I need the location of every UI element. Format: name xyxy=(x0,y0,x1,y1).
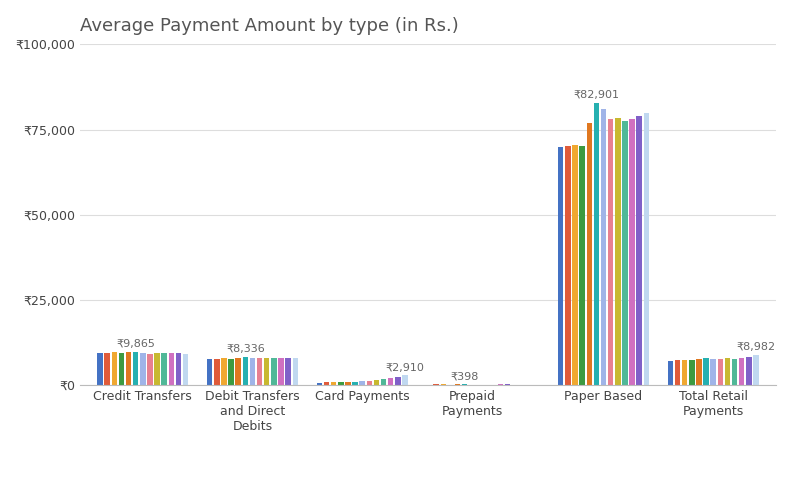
Bar xyxy=(345,382,350,385)
Bar xyxy=(257,358,262,385)
Bar xyxy=(169,353,174,385)
Bar xyxy=(622,121,628,385)
Bar xyxy=(739,358,745,385)
Bar xyxy=(455,384,460,385)
Bar xyxy=(317,382,322,385)
Text: ₹398: ₹398 xyxy=(450,371,479,381)
Bar xyxy=(242,357,248,385)
Bar xyxy=(352,381,358,385)
Bar xyxy=(293,358,298,385)
Bar xyxy=(668,361,673,385)
Bar xyxy=(374,380,379,385)
Text: ₹8,982: ₹8,982 xyxy=(737,342,775,352)
Bar xyxy=(176,353,181,385)
Bar xyxy=(689,360,694,385)
Bar xyxy=(579,146,585,385)
Bar xyxy=(630,120,634,385)
Bar xyxy=(207,360,213,385)
Bar xyxy=(250,358,255,385)
Bar xyxy=(395,377,401,385)
Bar xyxy=(754,355,758,385)
Text: ₹2,910: ₹2,910 xyxy=(386,363,425,372)
Bar xyxy=(286,358,291,385)
Bar xyxy=(278,358,284,385)
Bar xyxy=(682,360,687,385)
Bar xyxy=(133,352,138,385)
Bar xyxy=(214,359,219,385)
Bar xyxy=(366,380,372,385)
Bar xyxy=(228,359,234,385)
Bar xyxy=(746,357,751,385)
Bar xyxy=(608,120,614,385)
Bar xyxy=(441,384,446,385)
Bar xyxy=(402,375,408,385)
Bar xyxy=(643,113,649,385)
Bar xyxy=(565,146,570,385)
Bar xyxy=(490,384,496,385)
Bar xyxy=(264,358,270,385)
Bar xyxy=(637,116,642,385)
Bar xyxy=(140,353,146,385)
Bar xyxy=(558,147,563,385)
Bar xyxy=(462,384,467,385)
Bar xyxy=(388,378,394,385)
Bar xyxy=(381,379,386,385)
Bar xyxy=(271,358,277,385)
Bar xyxy=(675,360,680,385)
Bar xyxy=(732,359,738,385)
Bar xyxy=(111,352,117,385)
Bar xyxy=(696,359,702,385)
Bar xyxy=(154,353,160,385)
Bar xyxy=(359,381,365,385)
Bar xyxy=(594,103,599,385)
Bar xyxy=(222,358,226,385)
Bar xyxy=(601,109,606,385)
Bar xyxy=(703,358,709,385)
Bar xyxy=(118,353,124,385)
Bar xyxy=(98,353,102,385)
Bar xyxy=(434,384,439,385)
Bar xyxy=(512,384,518,385)
Bar xyxy=(710,360,716,385)
Bar xyxy=(718,359,723,385)
Bar xyxy=(615,118,621,385)
Bar xyxy=(725,358,730,385)
Bar xyxy=(126,352,131,385)
Bar xyxy=(183,354,188,385)
Bar xyxy=(105,353,110,385)
Text: ₹82,901: ₹82,901 xyxy=(574,90,619,100)
Bar xyxy=(235,358,241,385)
Bar xyxy=(483,384,489,385)
Text: Average Payment Amount by type (in Rs.): Average Payment Amount by type (in Rs.) xyxy=(80,17,458,35)
Bar xyxy=(162,353,167,385)
Bar xyxy=(448,384,454,385)
Bar xyxy=(586,123,592,385)
Text: ₹8,336: ₹8,336 xyxy=(226,344,265,354)
Bar xyxy=(498,384,503,385)
Bar xyxy=(331,382,337,385)
Bar xyxy=(572,145,578,385)
Bar xyxy=(476,384,482,385)
Bar xyxy=(324,382,330,385)
Bar xyxy=(338,382,343,385)
Text: ₹9,865: ₹9,865 xyxy=(116,339,155,349)
Bar xyxy=(505,384,510,385)
Bar xyxy=(147,354,153,385)
